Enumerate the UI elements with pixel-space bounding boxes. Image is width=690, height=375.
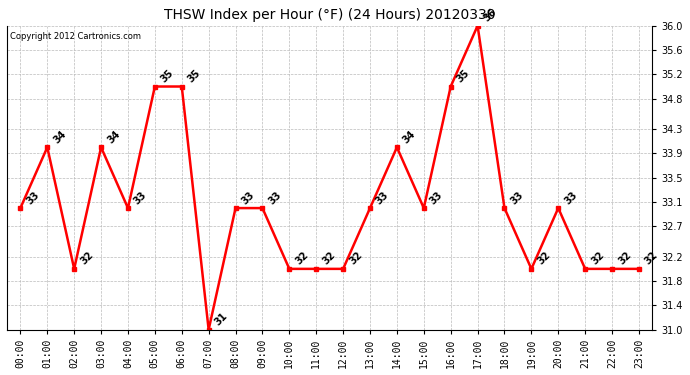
Text: 33: 33 xyxy=(562,189,579,206)
Text: 34: 34 xyxy=(52,129,68,145)
Text: 33: 33 xyxy=(266,189,283,206)
Text: 34: 34 xyxy=(401,129,417,145)
Text: Copyright 2012 Cartronics.com: Copyright 2012 Cartronics.com xyxy=(10,32,141,41)
Text: 34: 34 xyxy=(106,129,122,145)
Text: 35: 35 xyxy=(186,68,203,84)
Text: 33: 33 xyxy=(428,189,444,206)
Text: 32: 32 xyxy=(79,250,95,267)
Text: 33: 33 xyxy=(25,189,41,206)
Text: 33: 33 xyxy=(132,189,149,206)
Text: 32: 32 xyxy=(320,250,337,267)
Text: 33: 33 xyxy=(509,189,525,206)
Text: 32: 32 xyxy=(616,250,633,267)
Text: 32: 32 xyxy=(535,250,552,267)
Text: 35: 35 xyxy=(455,68,471,84)
Text: 33: 33 xyxy=(374,189,391,206)
Text: 32: 32 xyxy=(589,250,606,267)
Text: 35: 35 xyxy=(159,68,176,84)
Text: 36: 36 xyxy=(482,7,498,24)
Text: 31: 31 xyxy=(213,311,230,327)
Text: 32: 32 xyxy=(293,250,310,267)
Title: THSW Index per Hour (°F) (24 Hours) 20120330: THSW Index per Hour (°F) (24 Hours) 2012… xyxy=(164,8,495,22)
Text: 32: 32 xyxy=(347,250,364,267)
Text: 33: 33 xyxy=(239,189,256,206)
Text: 32: 32 xyxy=(643,250,660,267)
